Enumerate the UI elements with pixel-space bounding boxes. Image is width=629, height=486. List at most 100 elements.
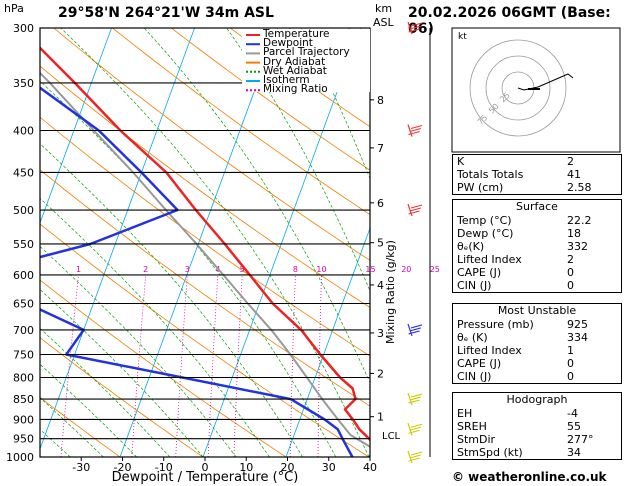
wind-barb — [407, 423, 413, 436]
legend: Temperature Dewpoint Parcel Trajectory Dry … — [263, 29, 350, 96]
most-unstable-rows: Pressure (mb) 925 θₑ (K) 334 Lifted Index 1 CA… — [453, 318, 621, 383]
wet-adiabat — [40, 363, 137, 457]
km-tick-label: 5 — [377, 237, 384, 250]
km-tick-label: 6 — [377, 197, 384, 210]
pressure-tick-label: 300 — [13, 22, 34, 35]
row-label: SREH — [457, 420, 487, 433]
wind-barb-flag — [410, 423, 423, 428]
most-unstable-title: Most Unstable — [497, 304, 577, 317]
table-row: CAPE (J) 0 — [453, 266, 621, 279]
legend-entry: Dewpoint — [263, 37, 313, 50]
row-label: Pressure (mb) — [457, 318, 534, 331]
surface-title: Surface — [516, 200, 558, 213]
pressure-tick-label: 350 — [13, 77, 34, 90]
most-unstable-panel: Most Unstable Pressure (mb) 925 θₑ (K) 334 L… — [452, 303, 622, 384]
table-row: SREH 55 — [453, 420, 621, 433]
mixing-ratio-label: 20 — [401, 265, 411, 274]
table-row: CIN (J) 0 — [453, 279, 621, 292]
hodograph-table-title: Hodograph — [506, 393, 568, 406]
pressure-tick-label: 900 — [13, 413, 34, 426]
table-row: StmDir 277° — [453, 433, 621, 446]
row-value: 332 — [567, 240, 588, 253]
legend-background — [242, 29, 370, 92]
row-value: 22.2 — [567, 214, 592, 227]
x-tick-label: -30 — [72, 461, 90, 474]
table-row: Totals Totals 41 — [453, 168, 621, 181]
wind-barb-flag — [410, 22, 423, 27]
row-value: 55 — [567, 420, 581, 433]
hodograph-ring — [485, 55, 551, 121]
lcl-label: LCL — [382, 431, 401, 442]
row-label: StmSpd (kt) — [457, 446, 523, 459]
km-tick-label: 4 — [377, 279, 384, 292]
wind-barb — [407, 392, 413, 406]
isotherm — [119, 28, 278, 457]
row-value: 2 — [567, 155, 574, 168]
row-label: Lifted Index — [457, 344, 522, 357]
row-value: 41 — [567, 168, 581, 181]
hodograph-panel: Hodograph EH -4 SREH 55 StmDir 277° StmSpd (kt… — [452, 392, 622, 460]
row-label: K — [457, 155, 465, 168]
x-tick-label: 0 — [202, 461, 209, 474]
wind-barb — [407, 203, 413, 217]
table-row: CAPE (J) 0 — [453, 357, 621, 370]
wet-adiabat — [40, 245, 237, 457]
asl-label: ASL — [373, 16, 394, 29]
legend-entry: Parcel Trajectory — [263, 46, 350, 59]
wind-barb — [407, 124, 413, 137]
pressure-tick-label: 950 — [13, 433, 34, 446]
row-label: θₑ (K) — [457, 331, 488, 344]
wind-barb-flag — [410, 324, 423, 329]
table-row: StmSpd (kt) 34 — [453, 446, 621, 459]
legend-entry: Mixing Ratio — [263, 83, 328, 96]
isotherm — [40, 28, 195, 450]
table-row: θₑ(K) 332 — [453, 240, 621, 253]
surface-panel: Surface Temp (°C) 22.2 Dewp (°C) 18 θₑ(K) 332… — [452, 199, 622, 293]
row-value: 334 — [567, 331, 588, 344]
wind-barb-flag — [409, 396, 421, 401]
hodograph-trace — [517, 73, 574, 91]
wind-barb-flag — [408, 457, 420, 462]
km-label: km — [375, 2, 393, 15]
wind-barb-flag — [409, 127, 421, 133]
pressure-tick-label: 600 — [13, 269, 34, 282]
row-value: 0 — [567, 279, 574, 292]
x-tick-label: 30 — [322, 461, 336, 474]
dry-adiabat — [171, 28, 370, 171]
legend-entry: Dry Adiabat — [263, 55, 326, 68]
wet-adiabat — [40, 143, 303, 457]
wind-barb-flag — [408, 28, 420, 33]
row-label: CAPE (J) — [457, 266, 502, 279]
table-row: Temp (°C) 22.2 — [453, 214, 621, 227]
x-tick-label: 20 — [281, 461, 295, 474]
dewpoint-line — [40, 86, 354, 457]
wet-adiabat — [40, 328, 171, 457]
row-label: EH — [457, 407, 473, 420]
location-title: 29°58'N 264°21'W 34m ASL — [58, 5, 274, 21]
row-value: 0 — [567, 357, 574, 370]
dry-adiabat — [40, 337, 204, 457]
row-value: 277° — [567, 433, 594, 446]
table-row: θₑ (K) 334 — [453, 331, 621, 344]
row-value: 0 — [567, 370, 574, 383]
wind-barb — [407, 450, 413, 464]
row-label: CIN (J) — [457, 279, 492, 292]
x-tick-label: -20 — [114, 461, 132, 474]
wet-adiabat — [226, 28, 370, 292]
table-row: Dewp (°C) 18 — [453, 227, 621, 240]
pressure-tick-label: 500 — [13, 204, 34, 217]
km-tick-label: 3 — [377, 327, 384, 340]
pressure-tick-label: 850 — [13, 393, 34, 406]
dry-adiabat — [53, 28, 370, 261]
row-label: PW (cm) — [457, 181, 504, 194]
row-label: CIN (J) — [457, 370, 492, 383]
km-tick-label: 7 — [377, 142, 384, 155]
pressure-tick-label: 400 — [13, 125, 34, 138]
row-value: 925 — [567, 318, 588, 331]
row-value: 2 — [567, 253, 574, 266]
indices-rows: K 2 Totals Totals 41 PW (cm) 2.58 — [453, 155, 621, 194]
wind-barb-flag — [409, 25, 421, 30]
copyright-footer: © weatheronline.co.uk — [452, 470, 607, 484]
